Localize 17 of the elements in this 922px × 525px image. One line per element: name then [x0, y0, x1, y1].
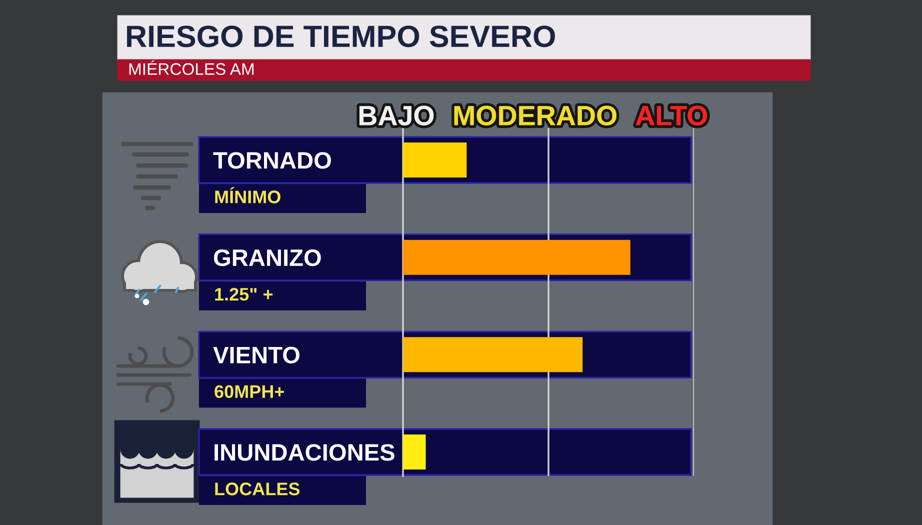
bar	[403, 337, 583, 372]
text: MÍNIMO	[215, 187, 280, 204]
text: LOCALES	[215, 482, 300, 496]
text: 1.25" +	[215, 288, 273, 301]
text: BAJO	[359, 106, 434, 126]
bar	[403, 434, 426, 470]
y-tick-label: TORNADO	[213, 152, 331, 169]
bar	[403, 240, 630, 275]
chart-title: RIESGO DE TIEMPO SEVERO	[127, 26, 555, 48]
text: ALTO	[636, 106, 708, 126]
y-tick-label: GRANIZO	[214, 249, 321, 266]
text: MODERADO	[454, 106, 616, 126]
text: MIÉRCOLES AM	[129, 60, 254, 75]
y-tick-label: INUNDACIONES	[214, 444, 394, 461]
bar	[403, 142, 467, 178]
y-tick-label: VIENTO	[213, 346, 300, 364]
text: 60MPH+	[214, 385, 284, 398]
